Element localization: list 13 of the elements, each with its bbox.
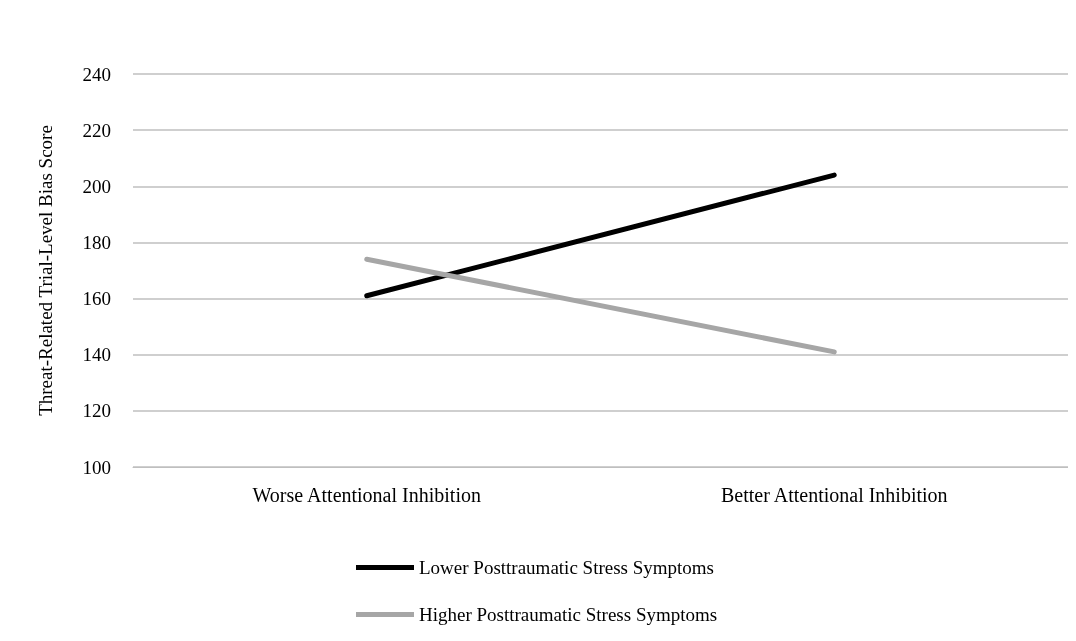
y-tick-label: 240	[82, 63, 111, 85]
x-tick-label: Better Attentional Inhibition	[720, 484, 948, 506]
legend-label: Higher Posttraumatic Stress Symptoms	[419, 604, 718, 625]
y-tick-label: 100	[82, 456, 111, 478]
y-axis-title: Threat-Related Trial-Level Bias Score	[35, 125, 56, 416]
legend-label: Lower Posttraumatic Stress Symptoms	[419, 557, 715, 578]
y-tick-label: 200	[82, 175, 111, 197]
x-tick-label: Worse Attentional Inhibition	[252, 484, 481, 506]
y-tick-label: 220	[82, 119, 111, 141]
y-tick-label: 120	[82, 400, 111, 422]
y-tick-label: 180	[82, 231, 111, 253]
y-tick-label: 160	[82, 288, 111, 310]
y-tick-label: 140	[82, 344, 111, 366]
